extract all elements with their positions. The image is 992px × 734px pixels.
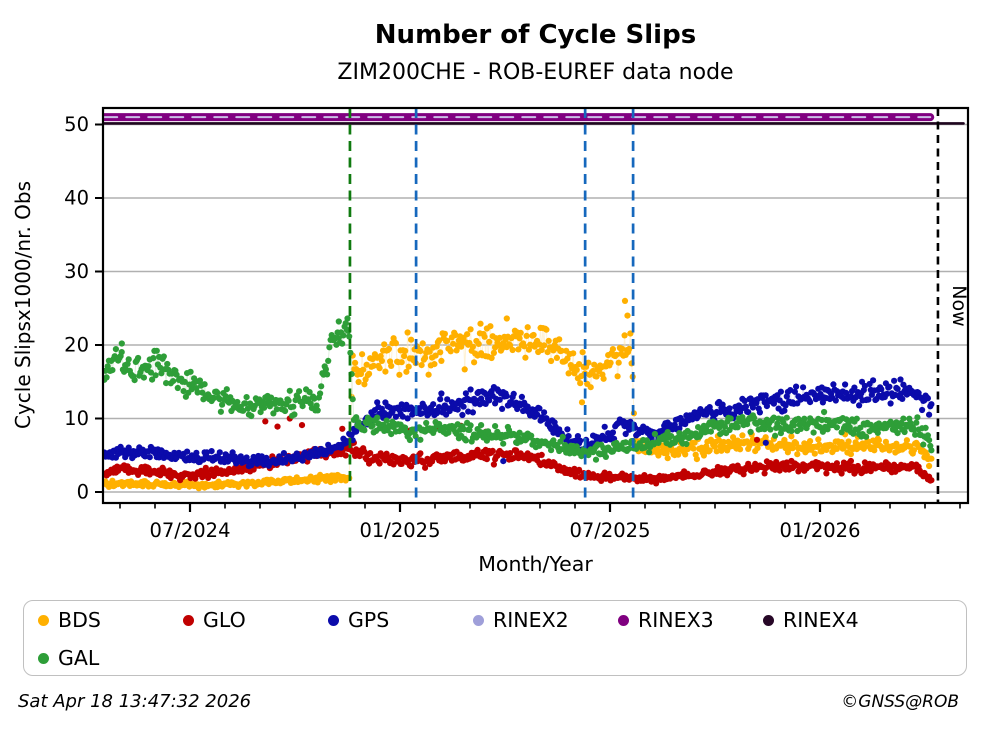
rinex3-marker-icon [618, 614, 629, 626]
rinex4-marker-icon [763, 614, 774, 626]
grid-lines [103, 123, 968, 493]
chart-legend: BDS GLO GPS RINEX2 RINEX3 RINEX4 GAL [23, 600, 967, 676]
y-tick-label: 40 [64, 187, 89, 210]
now-label: Now [948, 285, 970, 326]
cycle-slips-chart: Now 0 10 20 30 40 50 Cycle Slipsx1000/nr. Obs 07… [11, 106, 970, 576]
glo-marker-icon [183, 614, 194, 626]
copyright-credit: ©GNSS@ROB [841, 692, 959, 712]
chart-title: Number of Cycle Slips [374, 20, 697, 50]
legend-label: RINEX4 [783, 608, 859, 632]
gps-marker-icon [328, 614, 339, 626]
chart-subtitle: ZIM200CHE - ROB-EUREF data node [337, 60, 734, 85]
x-tick-label: 01/2025 [359, 519, 440, 542]
data-series [103, 297, 935, 492]
legend-item-rinex3: RINEX3 [618, 606, 714, 634]
y-tick-label: 20 [64, 334, 89, 357]
legend-label: RINEX3 [638, 608, 714, 632]
now-marker: Now [936, 108, 970, 503]
bds-marker-icon [38, 614, 49, 626]
legend-label: BDS [58, 608, 101, 632]
y-tick-label: 0 [77, 481, 89, 504]
y-tick-label: 10 [64, 407, 89, 430]
x-tick-label: 07/2024 [149, 519, 230, 542]
gal-points [103, 315, 935, 463]
legend-item-rinex2: RINEX2 [473, 606, 569, 634]
x-axis-title: Month/Year [478, 552, 593, 576]
plot-timestamp: Sat Apr 18 13:47:32 2026 [18, 691, 252, 712]
gal-marker-icon [38, 652, 49, 664]
legend-label: GAL [58, 646, 100, 670]
y-tick-label: 50 [64, 113, 89, 136]
x-tick-label: 01/2026 [779, 519, 860, 542]
legend-item-gal: GAL [38, 644, 99, 672]
rinex2-marker-icon [473, 614, 484, 626]
legend-item-rinex4: RINEX4 [763, 606, 859, 634]
bds-points [103, 297, 935, 492]
x-tick-label: 07/2025 [569, 519, 650, 542]
legend-item-glo: GLO [183, 606, 246, 634]
rinex-availability-lines [103, 113, 965, 125]
y-axis-title: Cycle Slipsx1000/nr. Obs [11, 181, 35, 429]
y-tick-label: 30 [64, 260, 89, 283]
legend-label: GPS [348, 608, 390, 632]
legend-item-bds: BDS [38, 606, 101, 634]
legend-item-gps: GPS [328, 606, 389, 634]
y-axis: 0 10 20 30 40 50 Cycle Slipsx1000/nr. Obs [11, 113, 103, 504]
plot-border [101, 106, 970, 505]
legend-label: RINEX2 [493, 608, 569, 632]
x-axis: 07/2024 01/2025 07/2025 01/2026 Month/Year [119, 503, 961, 576]
legend-label: GLO [203, 608, 246, 632]
